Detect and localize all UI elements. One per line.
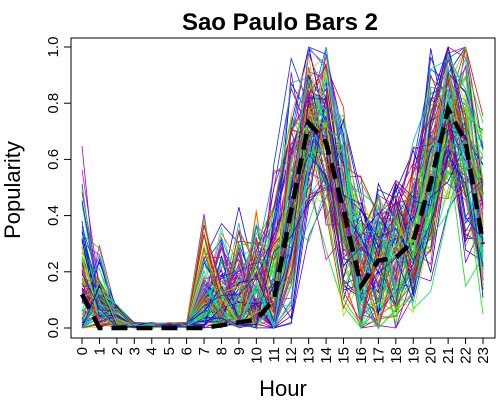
y-tick-label: 0.0 xyxy=(45,318,62,339)
background-series-line xyxy=(81,98,484,329)
x-axis-label: Hour xyxy=(259,376,307,400)
x-tick-label: 10 xyxy=(248,347,265,364)
background-series-group xyxy=(81,45,484,330)
x-tick-label: 7 xyxy=(196,347,213,355)
x-tick-label: 3 xyxy=(126,347,143,355)
y-tick-label: 0.4 xyxy=(45,205,62,226)
x-tick-label: 17 xyxy=(370,347,387,364)
background-series-line xyxy=(81,75,484,330)
y-axis-label: Popularity xyxy=(0,141,25,239)
x-tick-label: 19 xyxy=(405,347,422,364)
x-tick-label: 16 xyxy=(353,347,370,364)
x-tick-label: 9 xyxy=(231,347,248,355)
x-tick-label: 8 xyxy=(213,347,230,355)
plot-area xyxy=(70,37,496,339)
x-tick-label: 13 xyxy=(301,347,318,364)
x-tick-label: 5 xyxy=(161,347,178,355)
x-tick-label: 12 xyxy=(283,347,300,364)
y-axis: 0.0 0.2 0.4 0.6 0.8 1.0 xyxy=(45,37,72,339)
x-tick-label: 18 xyxy=(388,347,405,364)
x-tick-label: 23 xyxy=(475,347,492,364)
x-tick-label: 20 xyxy=(423,347,440,364)
x-tick-label: 2 xyxy=(109,347,126,355)
x-tick-label: 1 xyxy=(91,347,108,355)
x-tick-label: 14 xyxy=(318,347,335,364)
x-tick-label: 4 xyxy=(144,347,161,355)
x-tick-label: 21 xyxy=(440,347,457,364)
x-tick-label: 6 xyxy=(179,347,196,355)
mean-series-line xyxy=(80,102,486,331)
y-tick-label: 0.8 xyxy=(45,93,62,114)
y-tick-label: 0.6 xyxy=(45,149,62,170)
background-series-line xyxy=(81,46,484,329)
y-tick-label: 0.2 xyxy=(45,261,62,282)
x-tick-label: 22 xyxy=(458,347,475,364)
x-tick-label: 15 xyxy=(336,347,353,364)
x-tick-label: 11 xyxy=(266,347,283,363)
chart-title: Sao Paulo Bars 2 xyxy=(182,9,378,36)
y-tick-label: 1.0 xyxy=(45,37,62,58)
x-axis: 0 1 2 3 4 5 6 7 8 9 10 11 12 13 14 15 16 17 18 19 20 21 22 23 xyxy=(74,337,492,364)
x-tick-label: 0 xyxy=(74,347,91,355)
